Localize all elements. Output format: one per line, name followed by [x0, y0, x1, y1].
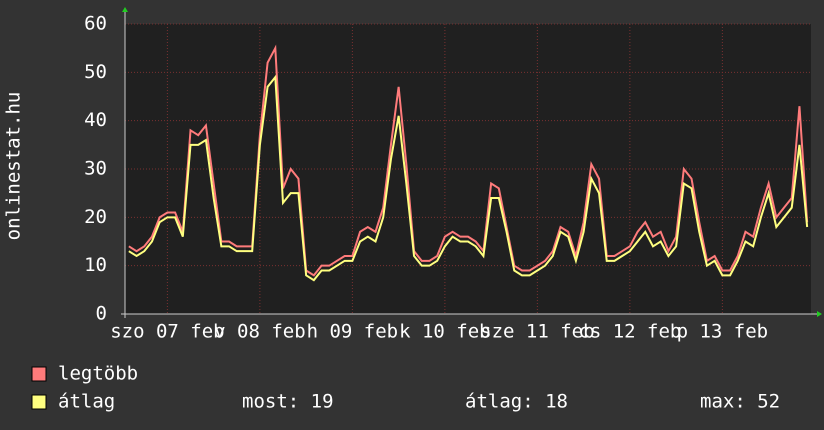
legend-swatch [31, 394, 47, 410]
x-tick-label: szo 07 feb [110, 321, 224, 343]
axis-arrow [122, 7, 128, 12]
y-tick-label: 50 [84, 61, 107, 83]
stat-label: most: 19 [242, 391, 334, 413]
series-line [128, 74, 809, 282]
stat-label: max: 52 [700, 391, 780, 413]
y-tick-label: 0 [96, 303, 107, 325]
stat-label: átlag: 18 [465, 391, 568, 413]
y-tick-label: 20 [84, 206, 107, 228]
series-line [128, 44, 809, 277]
legend-label: átlag [58, 391, 115, 413]
x-tick-label: v 08 feb [214, 321, 306, 343]
x-tick-label: cs 12 feb [578, 321, 681, 343]
legend-label: legtöbb [58, 363, 138, 385]
axis-arrow [817, 311, 822, 317]
y-tick-label: 10 [84, 254, 107, 276]
x-tick-label: k 10 feb [399, 321, 491, 343]
y-tick-label: 40 [84, 109, 107, 131]
y-tick-label: 60 [84, 13, 107, 35]
x-tick-label: h 09 feb [307, 321, 399, 343]
x-tick-label: p 13 feb [677, 321, 769, 343]
y-tick-label: 30 [84, 158, 107, 180]
legend-swatch [31, 366, 47, 382]
x-tick-label: sze 11 feb [480, 321, 594, 343]
y-axis-label: onlinestat.hu [3, 92, 25, 241]
